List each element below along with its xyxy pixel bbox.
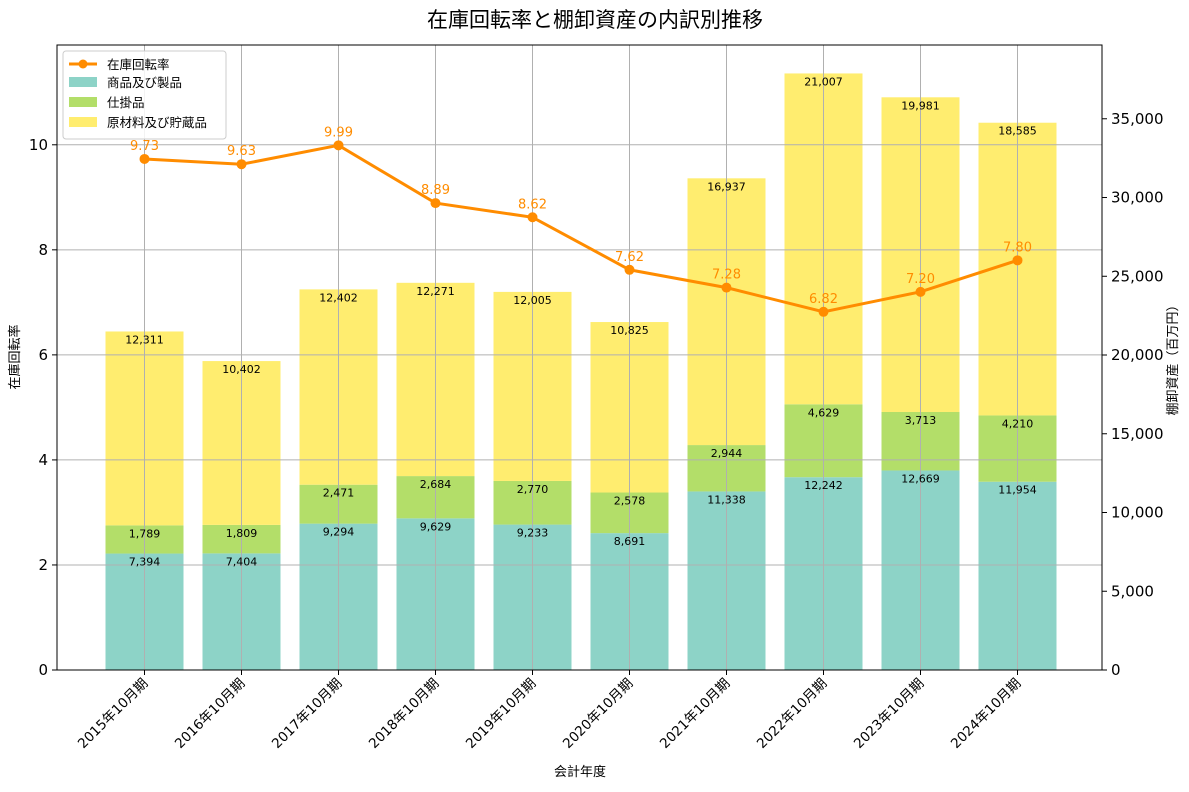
turnover-data-label: 8.62 [518, 197, 547, 212]
bar-data-label: 12,005 [513, 294, 552, 307]
x-axis-label: 会計年度 [554, 764, 606, 780]
bar-data-label: 11,954 [998, 484, 1037, 497]
bar-data-label: 4,210 [1002, 417, 1034, 430]
turnover-data-label: 7.28 [712, 268, 741, 283]
y-right-tick-label: 15,000 [1111, 425, 1164, 443]
turnover-data-label: 9.99 [324, 125, 353, 140]
turnover-point [236, 159, 247, 170]
x-tick-label: 2019年10月期 [463, 676, 539, 752]
y-left-tick-label: 2 [38, 556, 48, 574]
turnover-point [721, 282, 732, 293]
bar-data-label: 1,789 [129, 527, 161, 540]
y-axis-left-label: 在庫回転率 [7, 324, 23, 389]
bar-data-label: 8,691 [614, 535, 646, 548]
turnover-point [430, 198, 441, 209]
y-axis-right-label: 棚卸資産（百万円） [1165, 298, 1181, 415]
legend-swatch [69, 97, 97, 107]
x-tick-label: 2017年10月期 [269, 676, 345, 752]
y-left-tick-label: 0 [38, 661, 48, 679]
turnover-data-label: 9.63 [227, 144, 256, 159]
turnover-data-label: 9.73 [130, 139, 159, 154]
y-left-tick-label: 10 [29, 136, 48, 154]
x-tick-label: 2018年10月期 [366, 676, 442, 752]
bar-data-label: 2,770 [517, 483, 549, 496]
x-tick-label: 2024年10月期 [948, 676, 1024, 752]
bar-data-label: 9,629 [420, 520, 452, 533]
legend-label: 在庫回転率 [107, 57, 170, 72]
bar-data-label: 7,404 [226, 555, 258, 568]
y-left-tick-label: 6 [38, 346, 48, 364]
turnover-point [333, 140, 344, 151]
grid-layer [57, 45, 1102, 670]
y-right-tick-label: 30,000 [1111, 189, 1164, 207]
bar-data-label: 21,007 [804, 75, 843, 88]
turnover-point [818, 306, 829, 317]
y-right-tick-label: 0 [1111, 661, 1121, 679]
bar-data-label: 12,311 [125, 333, 164, 346]
legend-label: 原材料及び貯蔵品 [107, 115, 207, 130]
bar-data-label: 10,402 [222, 363, 261, 376]
turnover-point [527, 212, 538, 223]
x-tick-label: 2023年10月期 [851, 676, 927, 752]
bar-data-label: 2,578 [614, 495, 646, 508]
turnover-data-label: 7.20 [906, 272, 935, 287]
legend-label: 商品及び製品 [107, 75, 182, 90]
bar-data-label: 12,242 [804, 479, 843, 492]
y-left-tick-label: 4 [38, 451, 48, 469]
turnover-data-label: 7.62 [615, 250, 644, 265]
turnover-point [624, 264, 635, 275]
legend-line-marker [78, 59, 88, 69]
bar-data-label: 19,981 [901, 99, 940, 112]
turnover-point [139, 153, 150, 164]
bar-data-label: 7,394 [129, 556, 161, 569]
turnover-line [144, 143, 1018, 314]
bar-data-label: 4,629 [808, 406, 840, 419]
bar-data-label: 1,809 [226, 527, 258, 540]
bar-data-label: 11,338 [707, 493, 746, 506]
bar-data-label: 18,585 [998, 125, 1037, 138]
legend-swatch [69, 117, 97, 127]
turnover-data-label: 8.89 [421, 183, 450, 198]
plot-frame [56, 44, 1103, 671]
bar-data-label: 9,233 [517, 527, 549, 540]
bar-data-label: 12,669 [901, 472, 940, 485]
turnover-point [915, 286, 926, 297]
bar-data-label: 2,471 [323, 487, 355, 500]
bar-data-label: 12,402 [319, 291, 358, 304]
bar-data-label: 2,944 [711, 447, 743, 460]
bar-data-label: 10,825 [610, 324, 649, 337]
bar-data-label: 3,713 [905, 414, 937, 427]
x-tick-label: 2016年10月期 [172, 676, 248, 752]
x-tick-label: 2020年10月期 [560, 676, 636, 752]
chart-title: 在庫回転率と棚卸資産の内訳別推移 [427, 8, 763, 32]
turnover-data-label: 7.80 [1003, 240, 1032, 255]
x-tick-label: 2015年10月期 [75, 676, 151, 752]
legend-box [62, 50, 227, 140]
bar-data-label: 12,271 [416, 285, 455, 298]
x-tick-label: 2021年10月期 [657, 676, 733, 752]
legend-swatch [69, 77, 97, 87]
bar-data-label: 2,684 [420, 478, 452, 491]
y-left-tick-label: 8 [38, 241, 48, 259]
line-layer: 9.73 9.63 9.99 8.89 8.62 7.62 7.28 6.82 7.20 7.80 [130, 125, 1032, 317]
bar-data-label: 9,294 [323, 526, 355, 539]
turnover-point [1012, 255, 1023, 266]
y-right-tick-label: 35,000 [1111, 110, 1164, 128]
x-tick-label: 2022年10月期 [754, 676, 830, 752]
y-right-tick-label: 10,000 [1111, 504, 1164, 522]
y-right-tick-label: 25,000 [1111, 267, 1164, 285]
turnover-data-label: 6.82 [809, 292, 838, 307]
y-right-tick-label: 5,000 [1111, 582, 1154, 600]
bar-labels-layer: 7,394 7,404 9,294 9,629 9,233 8,691 11,338 12,2… [125, 75, 1037, 568]
y-right-tick-label: 20,000 [1111, 346, 1164, 364]
bar-data-label: 16,937 [707, 180, 746, 193]
legend-label: 仕掛品 [107, 95, 145, 110]
